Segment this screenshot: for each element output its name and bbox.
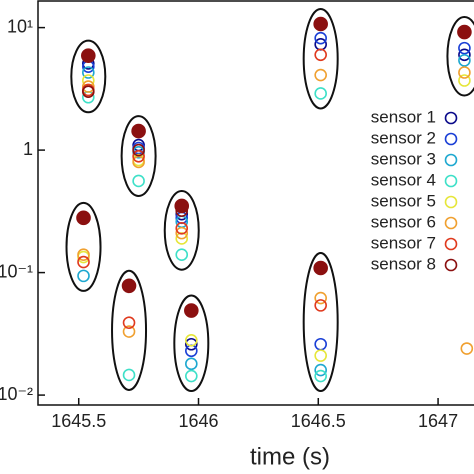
data-point bbox=[122, 316, 136, 329]
data-point bbox=[314, 349, 327, 362]
data-point bbox=[132, 155, 145, 169]
data-point bbox=[185, 357, 198, 371]
legend-marker bbox=[444, 237, 458, 251]
data-point bbox=[132, 174, 145, 188]
data-point bbox=[131, 123, 146, 139]
data-point bbox=[314, 363, 327, 377]
y-tick-label: 10⁻² bbox=[0, 384, 33, 404]
data-point bbox=[175, 226, 189, 240]
cluster-outline bbox=[163, 189, 200, 271]
legend-marker bbox=[444, 153, 458, 167]
cluster-outline bbox=[302, 8, 339, 110]
data-point bbox=[76, 210, 91, 226]
data-point bbox=[313, 16, 328, 32]
data-point bbox=[185, 337, 198, 351]
cluster-outline bbox=[302, 252, 339, 393]
data-point bbox=[81, 48, 96, 63]
data-point bbox=[314, 48, 327, 62]
y-tick-label: 10¹ bbox=[7, 16, 33, 36]
cluster-outline bbox=[446, 16, 474, 97]
legend-label: sensor 1 bbox=[371, 107, 436, 126]
data-point bbox=[82, 80, 95, 93]
cluster-outline bbox=[65, 201, 102, 292]
data-point bbox=[460, 342, 474, 355]
data-point bbox=[175, 248, 189, 261]
x-tick-label: 1646.5 bbox=[291, 411, 346, 431]
data-point bbox=[314, 337, 327, 351]
y-tick-label: 1 bbox=[23, 139, 33, 159]
data-point bbox=[82, 85, 95, 98]
data-point bbox=[185, 334, 198, 347]
legend-label: sensor 5 bbox=[371, 191, 436, 210]
data-point bbox=[122, 368, 136, 382]
data-point bbox=[77, 255, 90, 269]
data-point bbox=[77, 269, 90, 283]
data-point bbox=[457, 24, 472, 40]
x-tick-label: 1646 bbox=[178, 411, 218, 431]
data-point bbox=[122, 325, 136, 338]
legend-marker bbox=[444, 111, 458, 125]
data-point bbox=[314, 369, 327, 383]
cluster-outline bbox=[120, 115, 157, 197]
data-point bbox=[458, 74, 471, 87]
cluster-outline bbox=[111, 269, 148, 391]
legend-label: sensor 4 bbox=[371, 170, 436, 189]
data-point bbox=[77, 248, 90, 261]
data-point bbox=[185, 344, 198, 358]
x-tick-label: 1645.5 bbox=[51, 411, 106, 431]
y-tick-label: 10⁻¹ bbox=[0, 261, 33, 281]
x-axis-label: time (s) bbox=[250, 443, 330, 470]
cluster-outline bbox=[70, 39, 107, 114]
legend-label: sensor 8 bbox=[371, 254, 436, 273]
data-point bbox=[314, 68, 327, 82]
data-point bbox=[132, 143, 145, 157]
x-tick-label: 1647 bbox=[418, 411, 458, 431]
data-point bbox=[313, 260, 328, 276]
data-point bbox=[175, 232, 189, 245]
data-point bbox=[175, 221, 189, 235]
data-point bbox=[132, 149, 145, 163]
legend-marker bbox=[444, 195, 458, 209]
axis-frame bbox=[37, 0, 474, 406]
data-point bbox=[314, 31, 327, 45]
data-point bbox=[314, 87, 327, 100]
data-point bbox=[458, 54, 471, 67]
legend-marker bbox=[444, 216, 458, 230]
data-point bbox=[458, 41, 471, 55]
legend-label: sensor 6 bbox=[371, 212, 436, 231]
legend-marker bbox=[444, 174, 458, 188]
data-point bbox=[185, 369, 198, 383]
data-point bbox=[314, 299, 327, 312]
legend-label: sensor 7 bbox=[371, 233, 436, 252]
legend-marker bbox=[444, 258, 458, 272]
data-point bbox=[174, 198, 190, 214]
legend-label: sensor 2 bbox=[371, 128, 436, 147]
data-point bbox=[121, 278, 137, 294]
cluster-outline bbox=[173, 294, 210, 393]
data-point bbox=[314, 291, 327, 305]
data-point bbox=[184, 303, 199, 318]
data-point bbox=[82, 66, 95, 79]
legend-label: sensor 3 bbox=[371, 149, 436, 168]
legend-marker bbox=[444, 132, 458, 146]
data-point bbox=[458, 48, 471, 62]
data-point bbox=[458, 66, 471, 79]
